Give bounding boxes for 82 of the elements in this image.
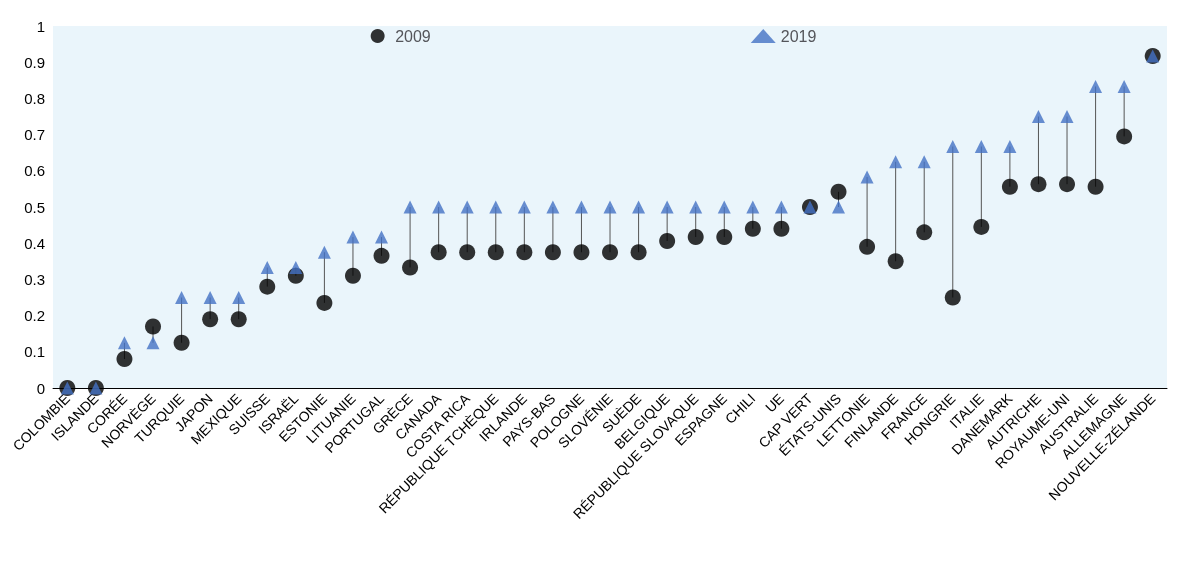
point	[859, 238, 876, 255]
legend-label: 2009	[395, 27, 431, 45]
point	[744, 220, 761, 237]
point	[117, 336, 131, 350]
point	[317, 245, 331, 259]
point	[630, 244, 647, 261]
point	[432, 200, 446, 214]
point	[916, 224, 933, 241]
point	[1116, 128, 1133, 145]
point	[175, 291, 189, 304]
point	[773, 220, 790, 237]
point	[1087, 178, 1104, 195]
point	[917, 155, 931, 169]
y-tick-label: 0.8	[24, 89, 46, 107]
point	[489, 200, 503, 214]
point	[602, 244, 619, 261]
point	[944, 289, 961, 306]
point	[203, 291, 217, 304]
point	[1060, 110, 1074, 123]
point	[546, 200, 560, 214]
point	[403, 200, 417, 214]
point	[574, 200, 588, 214]
point	[716, 229, 733, 246]
point	[373, 247, 390, 264]
point	[517, 200, 531, 214]
y-tick-label: 0.2	[24, 307, 46, 325]
point	[459, 244, 476, 261]
legend-label: 2019	[780, 27, 817, 45]
point	[346, 230, 360, 244]
point	[460, 200, 474, 214]
y-tick-label: 0.1	[24, 343, 46, 361]
y-tick-label: 0.6	[24, 162, 46, 180]
point	[1117, 79, 1131, 93]
point	[889, 155, 903, 169]
point	[487, 244, 504, 261]
point	[573, 244, 590, 261]
point	[516, 244, 533, 261]
point	[660, 200, 674, 214]
point	[973, 218, 990, 235]
y-tick-label: 0.7	[24, 126, 46, 144]
y-tick-label: 0	[36, 379, 46, 397]
point	[1003, 140, 1017, 154]
point	[974, 140, 988, 154]
point	[946, 140, 960, 154]
y-tick-label: 1	[36, 17, 46, 35]
point	[887, 253, 904, 270]
point	[316, 294, 333, 311]
point	[832, 200, 846, 214]
point	[375, 230, 389, 244]
point	[659, 233, 676, 250]
point	[173, 334, 190, 351]
point	[830, 183, 847, 200]
point	[1031, 110, 1045, 123]
point	[774, 200, 788, 214]
point	[260, 260, 274, 274]
point	[1001, 178, 1018, 195]
point	[746, 200, 760, 214]
point	[687, 229, 704, 246]
point	[146, 336, 160, 350]
point	[230, 311, 247, 328]
point	[232, 291, 246, 304]
point	[544, 244, 561, 261]
point	[344, 267, 361, 284]
point	[1059, 176, 1076, 193]
point	[689, 200, 703, 214]
point	[860, 170, 874, 184]
point	[116, 351, 133, 368]
y-tick-label: 0.5	[24, 198, 46, 216]
point	[1030, 176, 1047, 193]
point	[202, 311, 219, 328]
y-tick-label: 0.4	[24, 234, 46, 252]
point	[289, 260, 303, 274]
point	[717, 200, 731, 214]
point	[402, 259, 419, 276]
point	[632, 200, 646, 214]
y-tick-label: 0.3	[24, 270, 46, 288]
point	[603, 200, 617, 214]
point	[259, 278, 276, 295]
point	[145, 318, 162, 335]
point	[1089, 79, 1103, 93]
point	[430, 244, 447, 261]
y-tick-label: 0.9	[24, 53, 46, 71]
